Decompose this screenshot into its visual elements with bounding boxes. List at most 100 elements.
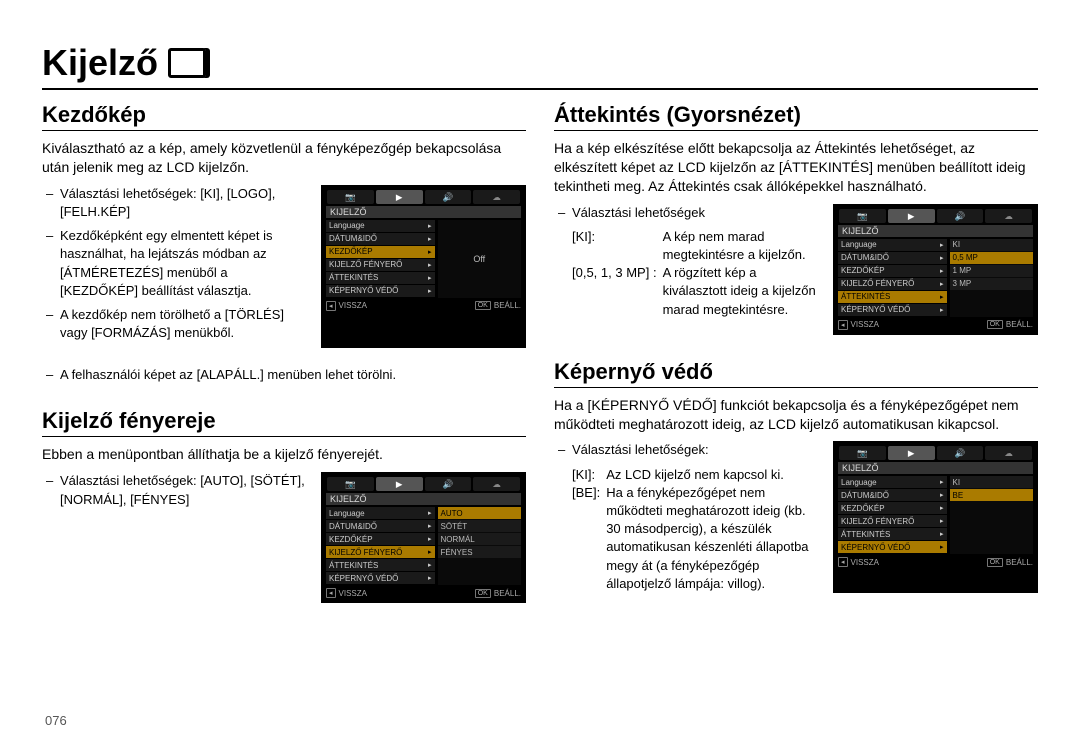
lcd-tab-icon: 📷 <box>327 190 374 204</box>
options-block: Választási lehetőségek: [KI]: Az LCD kij… <box>554 441 821 593</box>
options-table: [KI]: Az LCD kijelző nem kapcsol ki. [BE… <box>572 466 821 593</box>
lcd-value-item-selected: BE <box>950 489 1033 501</box>
lcd-menu-item-selected: KIJELZŐ FÉNYERŐ▸ <box>326 546 435 558</box>
lcd-tabs: 📷 ▶ 🔊 ☁ <box>326 190 521 204</box>
section-title: Képernyő védő <box>554 359 1038 388</box>
left-icon: ◂ <box>838 557 848 567</box>
lcd-footer: ◂VISSZA OKBEÁLL. <box>838 320 1033 330</box>
lcd-body: Language▸ DÁTUM&IDŐ▸ KEZDŐKÉP▸ KIJELZŐ F… <box>838 239 1033 317</box>
lcd-tab-icon: 📷 <box>839 446 886 460</box>
page-title-text: Kijelző <box>42 42 158 84</box>
section-intro: Ebben a menüpontban állíthatja be a kije… <box>42 445 526 464</box>
lcd-tab-icon: ☁ <box>473 477 520 491</box>
option-row: [KI]: Az LCD kijelző nem kapcsol ki. <box>572 466 821 484</box>
lcd-tabs: 📷 ▶ 🔊 ☁ <box>838 209 1033 223</box>
chevron-right-icon: ▸ <box>428 561 432 569</box>
bullet-list: Választási lehetőségek: [AUTO], [SÖTÉT],… <box>42 472 309 603</box>
lcd-heading: KIJELZŐ <box>838 225 1033 237</box>
chevron-right-icon: ▸ <box>428 509 432 517</box>
lcd-value-list: KI BE <box>950 476 1033 554</box>
lcd-back: ◂VISSZA <box>838 320 879 330</box>
lcd-value-item-selected: AUTO <box>438 507 521 519</box>
lcd-ok: OKBEÁLL. <box>475 301 521 311</box>
section-fenyero: Kijelző fényereje Ebben a menüpontban ál… <box>42 408 526 621</box>
lcd-menu-item-selected: ÁTTEKINTÉS▸ <box>838 291 947 303</box>
lcd-menu-item-selected: KÉPERNYŐ VÉDŐ▸ <box>838 541 947 553</box>
left-icon: ◂ <box>326 588 336 598</box>
chevron-right-icon: ▸ <box>940 241 944 249</box>
content-columns: Kezdőkép Kiválasztható az a kép, amely k… <box>42 102 1038 621</box>
lcd-menu-item: KÉPERNYŐ VÉDŐ▸ <box>838 304 947 316</box>
options-label: Választási lehetőségek: <box>554 441 821 459</box>
section-title: Áttekintés (Gyorsnézet) <box>554 102 1038 131</box>
lcd-heading: KIJELZŐ <box>326 206 521 218</box>
section-kepernyovedo: Képernyő védő Ha a [KÉPERNYŐ VÉDŐ] funkc… <box>554 359 1038 611</box>
lcd-tabs: 📷 ▶ 🔊 ☁ <box>326 477 521 491</box>
chevron-right-icon: ▸ <box>428 548 432 556</box>
lcd-value-item: KI <box>950 239 1033 251</box>
section-title: Kijelző fényereje <box>42 408 526 437</box>
lcd-value-panel: Off <box>438 220 521 298</box>
lcd-value-item: KI <box>950 476 1033 488</box>
lcd-value-item-selected: 0,5 MP <box>950 252 1033 264</box>
option-row: [KI]: A kép nem marad megtekintésre a ki… <box>572 228 821 264</box>
lcd-footer: ◂VISSZA OKBEÁLL. <box>326 301 521 311</box>
chevron-right-icon: ▸ <box>428 287 432 295</box>
lcd-value-item: NORMÁL <box>438 533 521 545</box>
lcd-menu-item: KEZDŐKÉP▸ <box>326 533 435 545</box>
option-key: [0,5, 1, 3 MP] : <box>572 264 663 319</box>
option-row: [BE]: Ha a fényképezőgépet nem működteti… <box>572 484 821 593</box>
chevron-right-icon: ▸ <box>428 248 432 256</box>
chevron-right-icon: ▸ <box>940 478 944 486</box>
lcd-footer: ◂VISSZA OKBEÁLL. <box>838 557 1033 567</box>
lcd-menu: Language▸ DÁTUM&IDŐ▸ KEZDŐKÉP▸ KIJELZŐ F… <box>326 220 435 298</box>
section-intro: Kiválasztható az a kép, amely közvetlenü… <box>42 139 526 177</box>
chevron-right-icon: ▸ <box>940 491 944 499</box>
option-val: Az LCD kijelző nem kapcsol ki. <box>606 466 821 484</box>
section-kezdokep: Kezdőkép Kiválasztható az a kép, amely k… <box>42 102 526 390</box>
lcd-menu-item: KIJELZŐ FÉNYERŐ▸ <box>838 278 947 290</box>
section-intro: Ha a [KÉPERNYŐ VÉDŐ] funkciót bekapcsolj… <box>554 396 1038 434</box>
lcd-menu-item: KÉPERNYŐ VÉDŐ▸ <box>326 285 435 297</box>
lcd-back: ◂VISSZA <box>838 557 879 567</box>
option-key: [KI]: <box>572 228 663 264</box>
left-column: Kezdőkép Kiválasztható az a kép, amely k… <box>42 102 526 621</box>
lcd-mock-kezdokep: 📷 ▶ 🔊 ☁ KIJELZŐ Language▸ DÁTUM&IDŐ▸ KEZ… <box>321 185 526 349</box>
lcd-tab-icon: 🔊 <box>425 477 472 491</box>
bullet: A kezdőkép nem törölhető a [TÖRLÉS] vagy… <box>42 306 309 342</box>
lcd-menu-item: KÉPERNYŐ VÉDŐ▸ <box>326 572 435 584</box>
lcd-menu-item: KEZDŐKÉP▸ <box>838 265 947 277</box>
bullet: Választási lehetőségek: [AUTO], [SÖTÉT],… <box>42 472 309 508</box>
options-table: [KI]: A kép nem marad megtekintésre a ki… <box>572 228 821 319</box>
option-row: [0,5, 1, 3 MP] : A rögzített kép a kivál… <box>572 264 821 319</box>
lcd-value-item: 3 MP <box>950 278 1033 290</box>
lcd-menu-item: ÁTTEKINTÉS▸ <box>326 272 435 284</box>
chevron-right-icon: ▸ <box>428 535 432 543</box>
bullet: Választási lehetőségek: [KI], [LOGO], [F… <box>42 185 309 221</box>
section-body: Választási lehetőségek [KI]: A kép nem m… <box>554 204 1038 335</box>
lcd-ok: OKBEÁLL. <box>987 320 1033 330</box>
lcd-body: Language▸ DÁTUM&IDŐ▸ KEZDŐKÉP▸ KIJELZŐ F… <box>326 507 521 585</box>
chevron-right-icon: ▸ <box>940 280 944 288</box>
chevron-right-icon: ▸ <box>428 522 432 530</box>
lcd-value-item: FÉNYES <box>438 546 521 558</box>
option-val: Ha a fényképezőgépet nem működteti megha… <box>606 484 821 593</box>
chevron-right-icon: ▸ <box>940 517 944 525</box>
option-val: A rögzített kép a kiválasztott ideig a k… <box>663 264 821 319</box>
lcd-menu-item: DÁTUM&IDŐ▸ <box>838 489 947 501</box>
page-title: Kijelző <box>42 42 1038 90</box>
chevron-right-icon: ▸ <box>428 274 432 282</box>
chevron-right-icon: ▸ <box>428 222 432 230</box>
lcd-body: Language▸ DÁTUM&IDŐ▸ KEZDŐKÉP▸ KIJELZŐ F… <box>326 220 521 298</box>
lcd-tab-icon: ▶ <box>376 477 423 491</box>
lcd-ok: OKBEÁLL. <box>475 588 521 598</box>
left-icon: ◂ <box>326 301 336 311</box>
right-column: Áttekintés (Gyorsnézet) Ha a kép elkészí… <box>554 102 1038 621</box>
lcd-tab-icon: ☁ <box>985 209 1032 223</box>
chevron-right-icon: ▸ <box>940 504 944 512</box>
lcd-menu-item: KEZDŐKÉP▸ <box>838 502 947 514</box>
lcd-tab-icon: ▶ <box>888 209 935 223</box>
lcd-heading: KIJELZŐ <box>326 493 521 505</box>
lcd-tab-icon: ▶ <box>888 446 935 460</box>
lcd-menu-item: Language▸ <box>326 507 435 519</box>
